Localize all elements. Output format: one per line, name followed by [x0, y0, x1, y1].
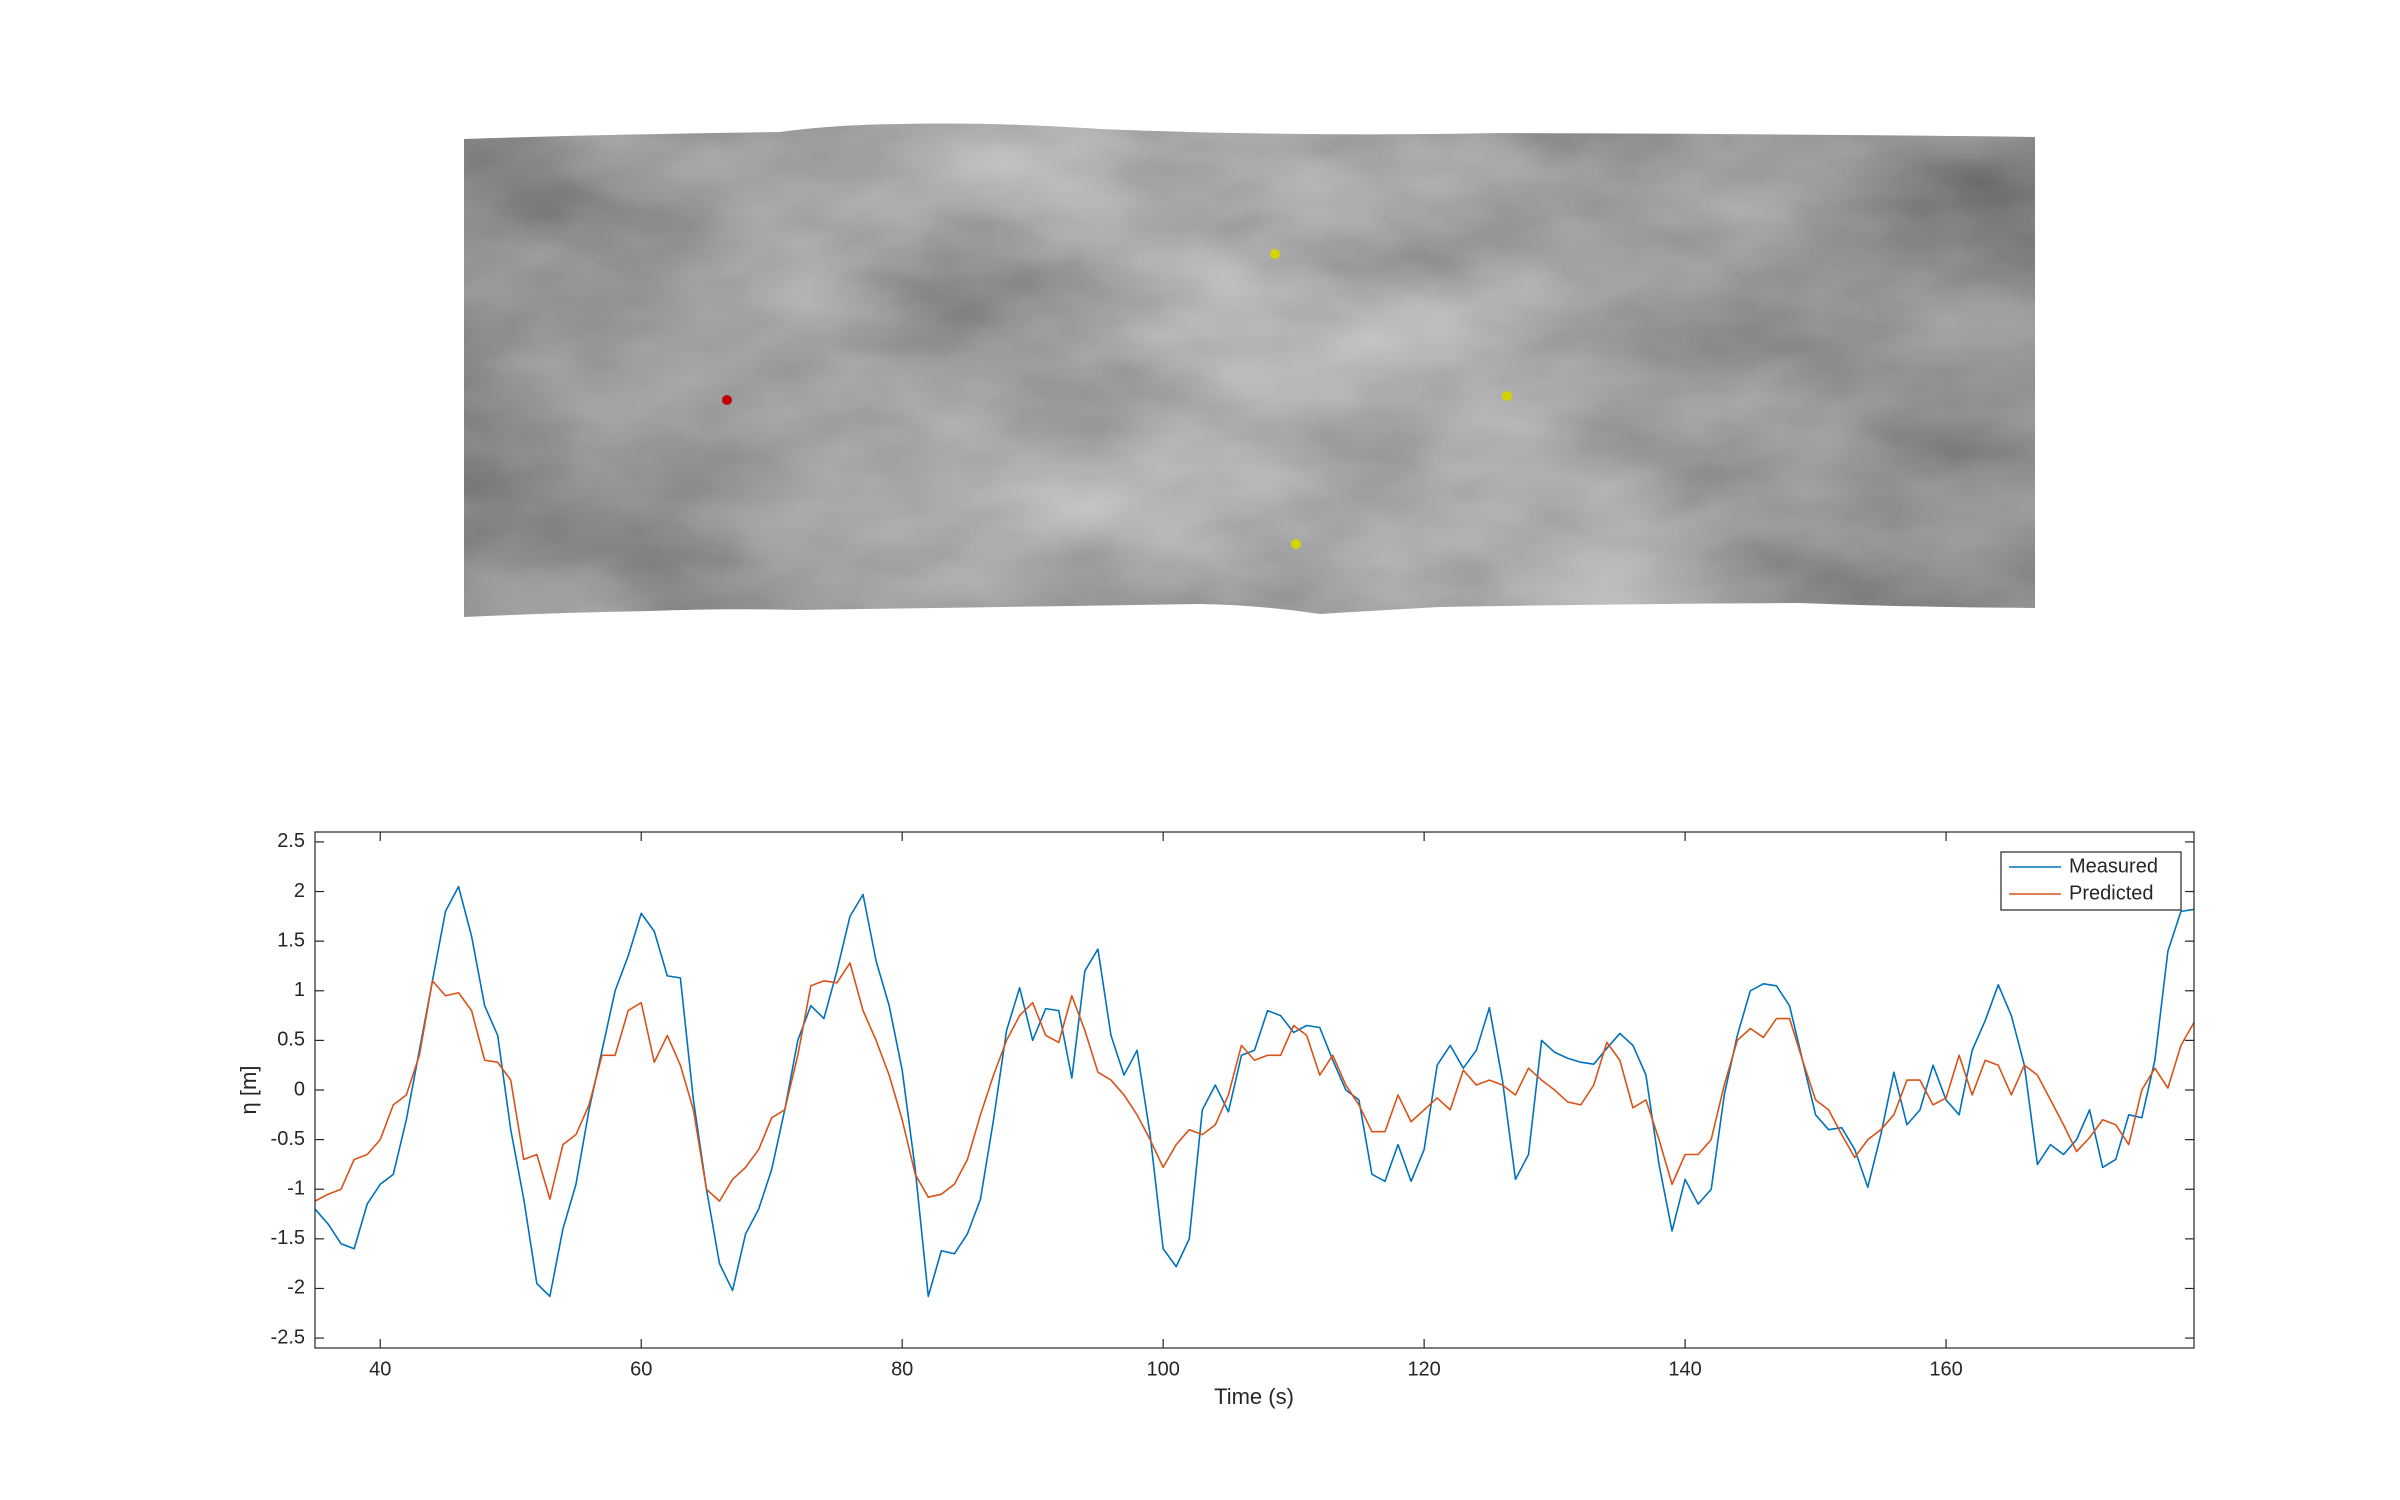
y-tick-label: 2.5 [277, 830, 305, 852]
y-tick-label: 2 [294, 880, 305, 902]
y-tick-label: 0.5 [277, 1029, 305, 1051]
sensor-marker [1502, 391, 1512, 401]
probe-marker [722, 395, 732, 405]
x-tick-label: 100 [1146, 1358, 1179, 1380]
legend-label: Measured [2069, 855, 2158, 877]
y-tick-label: -2.5 [271, 1326, 305, 1348]
plot-area [315, 832, 2194, 1348]
data-line [314, 885, 2195, 1298]
wave-surface [464, 123, 2035, 618]
legend-box [2000, 851, 2182, 911]
y-tick-label: -1 [287, 1178, 305, 1200]
y-tick-label: -2 [287, 1277, 305, 1299]
y-axis-label: η [m] [236, 1066, 261, 1115]
data-line [314, 962, 2195, 1202]
x-tick-label: 160 [1929, 1358, 1962, 1380]
sensor-marker [1270, 249, 1280, 259]
x-tick-label: 120 [1407, 1358, 1440, 1380]
x-tick-label: 80 [891, 1358, 913, 1380]
x-tick-label: 60 [630, 1358, 652, 1380]
y-tick-label: -1.5 [271, 1227, 305, 1249]
y-tick-label: 1.5 [277, 929, 305, 951]
x-axis-label: Time (s) [1214, 1384, 1294, 1409]
y-tick-label: 1 [294, 979, 305, 1001]
legend: Measured Predicted [2000, 851, 2182, 911]
y-tick-label: 0 [294, 1078, 305, 1100]
x-tick-label: 40 [369, 1358, 391, 1380]
axes-box [314, 831, 2195, 1349]
x-tick-label: 140 [1668, 1358, 1701, 1380]
surface-shade [464, 123, 2035, 618]
sensor-marker [1291, 539, 1301, 549]
legend-label: Predicted [2069, 882, 2154, 904]
y-tick-label: -0.5 [271, 1128, 305, 1150]
line-plot: Time (s) η [m] 40 60 80 100 120 140 160-2.5-2-… [236, 830, 2195, 1409]
